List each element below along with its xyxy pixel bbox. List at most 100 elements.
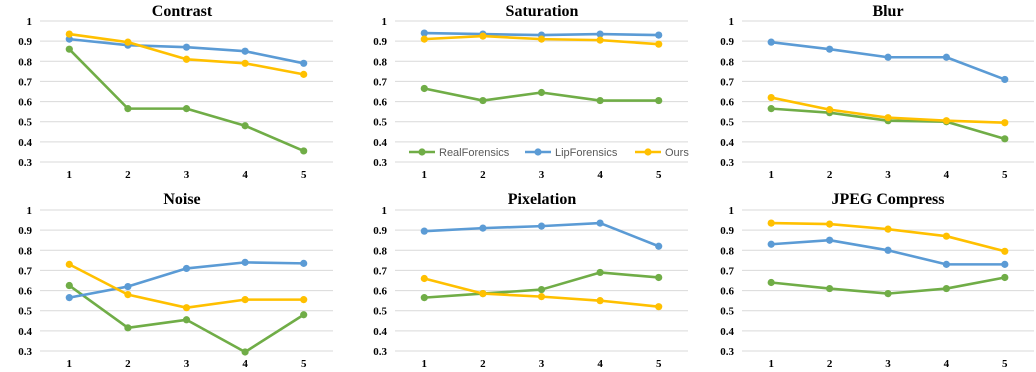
legend-item: Ours bbox=[635, 147, 689, 159]
data-point-realforensics bbox=[182, 105, 191, 113]
data-point-lipforensics bbox=[65, 294, 73, 302]
data-point-ours bbox=[1001, 247, 1009, 255]
data-point-ours bbox=[182, 55, 191, 63]
y-tick-label: 0.3 bbox=[373, 346, 387, 358]
x-tick-label: 2 bbox=[480, 358, 486, 370]
data-point-realforensics bbox=[124, 324, 132, 332]
data-point-ours bbox=[241, 59, 249, 67]
data-point-ours bbox=[884, 225, 892, 233]
y-tick-label: 0.6 bbox=[18, 286, 32, 298]
data-point-realforensics bbox=[300, 311, 308, 319]
y-tick-label: 0.9 bbox=[720, 225, 734, 237]
chart-panel: Blur 0.3 0.4 0.5 0.6 0.7 0.8 0.9 1 1 2 3 4 5 bbox=[720, 3, 1034, 181]
y-tick-label: 0.7 bbox=[18, 76, 32, 88]
x-tick-label: 5 bbox=[1002, 358, 1008, 370]
y-tick-label: 1 bbox=[27, 16, 33, 28]
data-point-lipforensics bbox=[942, 53, 951, 61]
data-point-lipforensics bbox=[767, 240, 775, 248]
data-point-ours bbox=[1001, 119, 1009, 127]
y-tick-label: 0.9 bbox=[373, 36, 387, 48]
y-tick-label: 0.8 bbox=[720, 56, 734, 68]
legend-label: LipForensics bbox=[555, 147, 618, 159]
data-point-realforensics bbox=[767, 278, 775, 287]
data-point-realforensics bbox=[124, 105, 132, 113]
data-point-lipforensics bbox=[655, 31, 663, 39]
data-point-realforensics bbox=[826, 284, 834, 293]
data-point-ours bbox=[124, 291, 132, 299]
y-tick-label: 0.5 bbox=[18, 306, 32, 318]
y-tick-label: 0.7 bbox=[720, 265, 734, 277]
y-tick-label: 0.6 bbox=[373, 97, 387, 109]
x-tick-label: 1 bbox=[768, 169, 774, 181]
data-point-lipforensics bbox=[596, 30, 604, 38]
data-point-realforensics bbox=[241, 348, 249, 356]
x-tick-label: 5 bbox=[1002, 169, 1008, 181]
y-tick-label: 0.3 bbox=[18, 157, 32, 169]
data-point-realforensics bbox=[420, 84, 428, 93]
x-tick-label: 3 bbox=[885, 358, 891, 370]
y-tick-label: 0.8 bbox=[18, 245, 32, 257]
data-point-realforensics bbox=[420, 294, 428, 302]
legend-item: LipForensics bbox=[525, 147, 618, 159]
chart-title: Saturation bbox=[506, 3, 579, 20]
data-point-realforensics bbox=[1001, 273, 1009, 282]
y-tick-label: 0.4 bbox=[720, 137, 734, 149]
y-tick-label: 0.6 bbox=[18, 97, 32, 109]
data-point-lipforensics bbox=[942, 260, 951, 268]
x-tick-label: 1 bbox=[768, 358, 774, 370]
y-tick-label: 0.3 bbox=[18, 346, 32, 358]
legend-swatch-marker bbox=[534, 148, 542, 156]
y-tick-label: 0.7 bbox=[373, 265, 387, 277]
data-point-realforensics bbox=[537, 285, 546, 294]
data-point-ours bbox=[124, 38, 132, 46]
data-point-ours bbox=[65, 30, 73, 38]
data-point-ours bbox=[596, 36, 604, 44]
y-tick-label: 0.7 bbox=[720, 76, 734, 88]
y-tick-label: 0.3 bbox=[720, 346, 734, 358]
data-point-lipforensics bbox=[182, 264, 191, 273]
y-tick-label: 0.8 bbox=[373, 245, 387, 257]
y-tick-label: 0.4 bbox=[373, 326, 387, 338]
x-tick-label: 5 bbox=[301, 169, 307, 181]
y-tick-label: 0.6 bbox=[373, 286, 387, 298]
data-point-lipforensics bbox=[1001, 260, 1009, 268]
series-line-realforensics bbox=[68, 47, 306, 153]
data-point-realforensics bbox=[942, 284, 951, 293]
y-tick-label: 0.3 bbox=[720, 157, 734, 169]
legend-label: RealForensics bbox=[439, 147, 510, 159]
data-point-ours bbox=[300, 70, 308, 78]
data-point-ours bbox=[65, 260, 73, 268]
y-tick-label: 0.7 bbox=[18, 265, 32, 277]
data-point-lipforensics bbox=[596, 219, 604, 227]
y-tick-label: 0.3 bbox=[373, 157, 387, 169]
x-tick-label: 3 bbox=[184, 169, 190, 181]
data-point-ours bbox=[537, 35, 546, 43]
x-tick-label: 1 bbox=[422, 358, 428, 370]
y-tick-label: 0.9 bbox=[18, 36, 32, 48]
data-point-ours bbox=[537, 293, 546, 301]
data-point-ours bbox=[596, 297, 604, 305]
data-point-ours bbox=[942, 232, 951, 240]
data-point-lipforensics bbox=[537, 222, 546, 230]
x-tick-label: 4 bbox=[944, 169, 950, 181]
data-point-ours bbox=[767, 219, 775, 227]
y-tick-label: 1 bbox=[382, 205, 388, 217]
x-tick-label: 3 bbox=[885, 169, 891, 181]
data-point-lipforensics bbox=[124, 282, 132, 291]
y-tick-label: 0.5 bbox=[18, 117, 32, 129]
legend-swatch-marker bbox=[418, 148, 426, 156]
y-tick-label: 0.9 bbox=[18, 225, 32, 237]
y-tick-label: 0.9 bbox=[720, 36, 734, 48]
data-point-realforensics bbox=[655, 273, 663, 282]
data-point-realforensics bbox=[596, 268, 604, 277]
x-tick-label: 4 bbox=[242, 358, 248, 370]
chart-title: Noise bbox=[163, 191, 200, 208]
y-tick-label: 0.5 bbox=[373, 306, 387, 318]
data-point-lipforensics bbox=[241, 47, 249, 55]
data-point-ours bbox=[479, 32, 487, 40]
x-tick-label: 2 bbox=[125, 169, 131, 181]
data-point-ours bbox=[655, 303, 663, 311]
y-tick-label: 0.5 bbox=[373, 117, 387, 129]
data-point-lipforensics bbox=[182, 43, 191, 51]
